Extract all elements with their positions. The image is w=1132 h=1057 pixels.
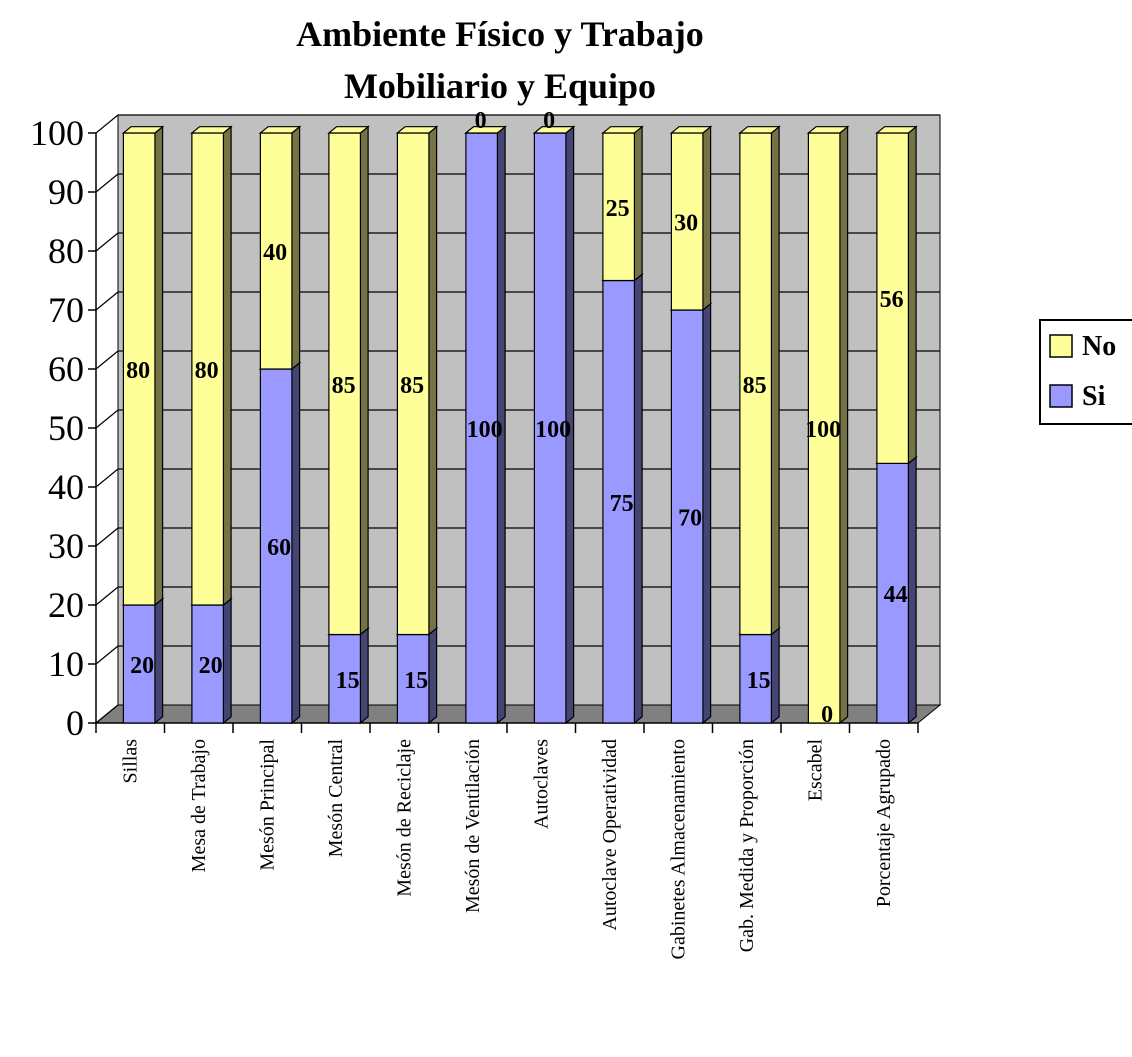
bar-sillas-no bbox=[121, 125, 165, 607]
y-tick-label-0: 0 bbox=[66, 703, 84, 743]
data-label-meson-de-reciclaje-si: 15 bbox=[404, 668, 428, 694]
bar-porcentaje-agrupado-no bbox=[875, 125, 918, 465]
bar-meson-de-reciclaje-no bbox=[395, 125, 439, 636]
data-label-meson-principal-si: 60 bbox=[267, 535, 291, 561]
y-tick-label-20: 20 bbox=[48, 585, 84, 625]
gridline-100 bbox=[95, 114, 940, 134]
y-tick-label-70: 70 bbox=[48, 290, 84, 330]
data-label-escabel-no: 100 bbox=[805, 417, 841, 443]
x-tick-label-mesa-de-trabajo: Mesa de Trabajo bbox=[188, 739, 210, 872]
bars bbox=[121, 125, 918, 725]
data-labels: 20 80 20 80 60 40 15 85 15 85 100 0 100 0 75 25 70 30 15 85… bbox=[126, 108, 908, 728]
data-label-escabel-si: 0 bbox=[821, 702, 833, 728]
y-tick-label-10: 10 bbox=[48, 644, 84, 684]
bar-escabel-no bbox=[806, 125, 850, 725]
gridline-20 bbox=[95, 586, 940, 606]
data-label-sillas-no: 80 bbox=[126, 358, 150, 384]
bar-autoclaves-si bbox=[532, 125, 576, 725]
x-tick-label-sillas: Sillas bbox=[119, 739, 141, 784]
data-label-gab-medida-y-proporcion-no: 85 bbox=[743, 373, 767, 399]
y-tick-label-90: 90 bbox=[48, 172, 84, 212]
chart-title-line-1: Ambiente Físico y Trabajo bbox=[296, 14, 704, 54]
data-label-gab-medida-y-proporcion-si: 15 bbox=[747, 668, 771, 694]
data-label-meson-de-ventilacion-si: 100 bbox=[467, 417, 503, 443]
data-label-gabinetes-almacenamiento-no: 30 bbox=[674, 211, 698, 237]
legend-label-si: Si bbox=[1082, 381, 1106, 412]
bar-gab-medida-y-proporcion-no bbox=[738, 125, 781, 636]
legend-label-no: No bbox=[1082, 331, 1116, 362]
y-tick-label-40: 40 bbox=[48, 467, 84, 507]
x-tick-label-gabinetes-almacenamiento: Gabinetes Almacenamiento bbox=[667, 739, 689, 959]
gridlines bbox=[95, 114, 940, 724]
data-label-mesa-de-trabajo-no: 80 bbox=[195, 358, 219, 384]
chart-title-line-2: Mobiliario y Equipo bbox=[344, 66, 656, 106]
data-label-meson-principal-no: 40 bbox=[263, 240, 287, 266]
bar-meson-de-ventilacion-no bbox=[464, 126, 507, 134]
bar-mesa-de-trabajo-si bbox=[190, 597, 233, 725]
x-tick-label-porcentaje-agrupado: Porcentaje Agrupado bbox=[873, 739, 895, 907]
y-tick-label-80: 80 bbox=[48, 231, 84, 271]
y-axis-ticks: 0 10 20 30 40 50 60 70 80 90 100 bbox=[30, 113, 84, 743]
y-tick-label-60: 60 bbox=[48, 349, 84, 389]
bar-autoclave-operatividad-si bbox=[601, 272, 644, 725]
gridline-0 bbox=[95, 704, 119, 724]
data-label-meson-central-no: 85 bbox=[332, 373, 356, 399]
data-label-porcentaje-agrupado-si: 44 bbox=[884, 582, 908, 608]
data-label-autoclaves-si: 100 bbox=[535, 417, 571, 443]
gridline-30 bbox=[95, 527, 940, 547]
data-label-autoclaves-no: 0 bbox=[543, 108, 555, 134]
gridline-50 bbox=[95, 409, 940, 429]
data-label-gabinetes-almacenamiento-si: 70 bbox=[678, 506, 702, 532]
data-label-porcentaje-agrupado-no: 56 bbox=[880, 287, 904, 313]
gridline-80 bbox=[95, 232, 940, 252]
y-tick-label-100: 100 bbox=[30, 113, 84, 153]
x-tick-label-escabel: Escabel bbox=[804, 739, 826, 802]
gridline-70 bbox=[95, 291, 940, 311]
data-label-autoclave-operatividad-si: 75 bbox=[610, 491, 634, 517]
data-label-meson-de-ventilacion-no: 0 bbox=[475, 108, 487, 134]
data-label-mesa-de-trabajo-si: 20 bbox=[199, 653, 223, 679]
bar-autoclaves-no bbox=[532, 126, 576, 134]
gridline-90 bbox=[95, 173, 940, 193]
bar-meson-principal-si bbox=[258, 361, 302, 725]
data-label-autoclave-operatividad-no: 25 bbox=[606, 196, 630, 222]
bar-gabinetes-almacenamiento-no bbox=[669, 125, 713, 312]
x-tick-label-autoclaves: Autoclaves bbox=[530, 739, 552, 829]
gridline-40 bbox=[95, 468, 940, 488]
bar-meson-central-no bbox=[327, 125, 370, 636]
gridline-10 bbox=[95, 645, 940, 665]
x-tick-label-meson-principal: Mesón Principal bbox=[256, 739, 278, 871]
data-label-sillas-si: 20 bbox=[130, 653, 154, 679]
gridline-60 bbox=[95, 350, 940, 370]
x-tick-label-meson-de-reciclaje: Mesón de Reciclaje bbox=[393, 739, 415, 897]
x-axis-ticks: Sillas Mesa de Trabajo Mesón Principal Mesó… bbox=[119, 739, 895, 960]
x-tick-label-meson-de-ventilacion: Mesón de Ventilación bbox=[462, 739, 484, 913]
bar-mesa-de-trabajo-no bbox=[190, 125, 233, 607]
legend: No Si bbox=[1039, 319, 1132, 425]
y-tick-label-30: 30 bbox=[48, 526, 84, 566]
data-label-meson-de-reciclaje-no: 85 bbox=[400, 373, 424, 399]
x-tick-label-gab-medida-y-proporcion: Gab. Medida y Proporción bbox=[736, 739, 758, 952]
data-label-meson-central-si: 15 bbox=[336, 668, 360, 694]
x-tick-label-meson-central: Mesón Central bbox=[325, 739, 347, 858]
legend-swatch-si bbox=[1049, 384, 1073, 408]
bar-autoclave-operatividad-no bbox=[601, 125, 644, 282]
axes bbox=[88, 132, 919, 733]
bar-meson-de-ventilacion-si bbox=[464, 125, 507, 725]
bar-meson-principal-no bbox=[258, 125, 302, 371]
x-tick-label-autoclave-operatividad: Autoclave Operatividad bbox=[599, 739, 621, 931]
y-tick-label-50: 50 bbox=[48, 408, 84, 448]
legend-swatch-no bbox=[1049, 334, 1073, 358]
